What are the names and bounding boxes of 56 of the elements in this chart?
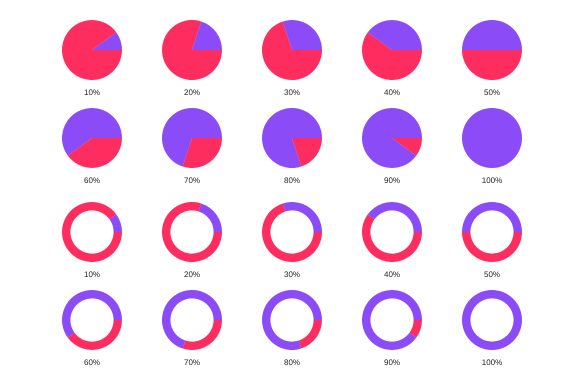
text: 30% bbox=[284, 88, 300, 97]
text: 100% bbox=[482, 176, 502, 185]
donut-slice bbox=[462, 202, 522, 232]
pie-slice bbox=[462, 50, 522, 80]
text: 100% bbox=[482, 358, 502, 367]
pie-slice bbox=[262, 108, 322, 168]
text: 80% bbox=[284, 176, 300, 185]
pie-slice bbox=[462, 20, 522, 50]
text: 80% bbox=[284, 358, 300, 367]
text: 90% bbox=[384, 358, 400, 367]
donut-slice bbox=[162, 290, 222, 349]
text: 90% bbox=[384, 176, 400, 185]
pie-slice bbox=[92, 32, 122, 50]
donut-slice bbox=[62, 202, 122, 262]
text: 70% bbox=[184, 176, 200, 185]
donut-slice bbox=[368, 202, 422, 232]
donut-slice bbox=[409, 320, 422, 338]
pie-slice bbox=[68, 138, 122, 168]
donut-slice bbox=[462, 232, 522, 262]
text: 60% bbox=[84, 176, 100, 185]
donut-slice bbox=[198, 203, 222, 232]
pie-slice bbox=[162, 20, 222, 80]
donut-slice bbox=[182, 320, 222, 350]
text: 20% bbox=[184, 88, 200, 97]
pie-slice bbox=[192, 21, 222, 50]
text: 10% bbox=[84, 88, 100, 97]
donut-slice bbox=[162, 202, 222, 262]
donut-slice bbox=[362, 214, 422, 262]
text: 40% bbox=[384, 270, 400, 279]
pie-slice bbox=[362, 108, 422, 168]
donut-slice bbox=[298, 320, 322, 349]
pie-slice bbox=[162, 108, 222, 167]
donut-slice bbox=[109, 214, 122, 232]
donut-slice bbox=[62, 290, 122, 338]
text: 50% bbox=[484, 88, 500, 97]
pie-slice bbox=[62, 20, 122, 80]
pie-slice bbox=[282, 20, 322, 50]
pie-slice bbox=[368, 20, 422, 50]
donut-slice bbox=[362, 290, 422, 350]
pie-slice bbox=[292, 138, 322, 167]
donut-slice bbox=[262, 290, 322, 350]
text: 10% bbox=[84, 270, 100, 279]
text: 30% bbox=[284, 270, 300, 279]
donut-slice bbox=[68, 320, 122, 350]
text: 60% bbox=[84, 358, 100, 367]
pie-slice bbox=[392, 138, 422, 156]
pie-slice bbox=[182, 138, 222, 168]
text: 50% bbox=[484, 270, 500, 279]
text: 40% bbox=[384, 88, 400, 97]
text: 70% bbox=[184, 358, 200, 367]
pie-slice bbox=[62, 108, 122, 156]
donut-slice bbox=[262, 203, 322, 262]
donut-slice bbox=[282, 202, 322, 232]
text: 20% bbox=[184, 270, 200, 279]
pie-slice bbox=[262, 21, 322, 80]
pie-slice bbox=[362, 32, 422, 80]
